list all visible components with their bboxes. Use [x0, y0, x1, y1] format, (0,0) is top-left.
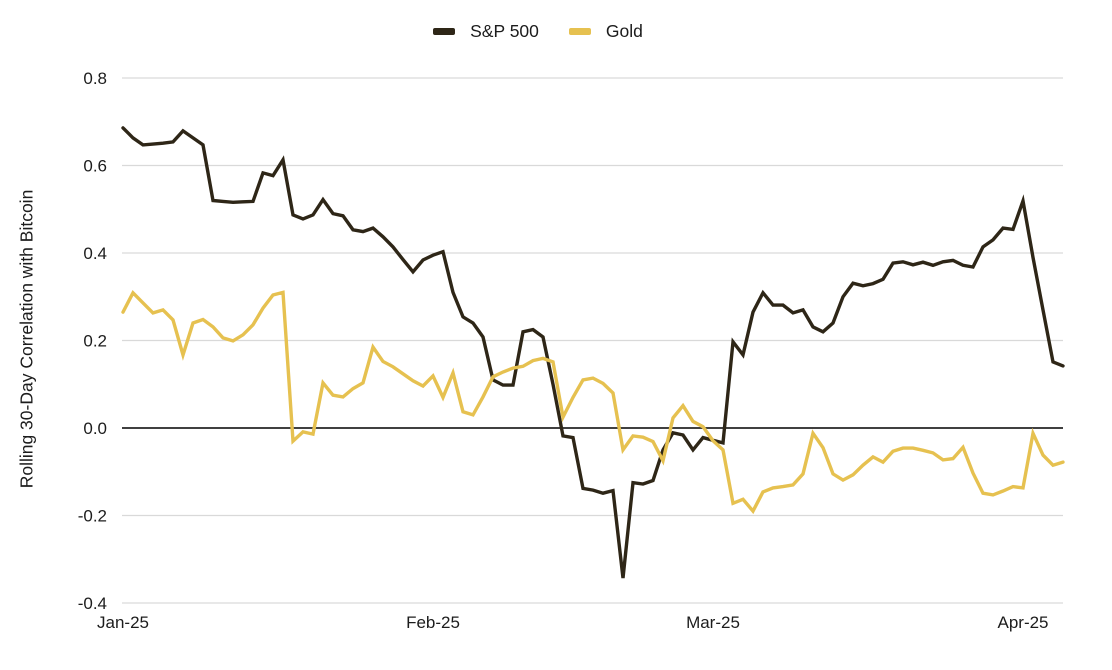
legend-label-sp500: S&P 500 [470, 21, 539, 41]
y-tick-label: -0.2 [78, 507, 107, 526]
x-tick-label: Mar-25 [686, 613, 740, 632]
legend-item-gold: Gold [568, 21, 643, 42]
x-tick-label: Feb-25 [406, 613, 460, 632]
chart-legend: S&P 500 Gold [0, 21, 1094, 42]
y-tick-label: 0.0 [83, 419, 107, 438]
y-tick-label: 0.8 [83, 69, 107, 88]
y-tick-label: 0.2 [83, 332, 107, 351]
legend-label-gold: Gold [605, 21, 643, 41]
x-tick-label: Apr-25 [997, 613, 1048, 632]
legend-item-sp500: S&P 500 [433, 21, 539, 42]
y-tick-label: 0.6 [83, 157, 107, 176]
gold-line [121, 289, 1065, 515]
x-tick-label: Jan-25 [97, 613, 149, 632]
sp500-line [121, 126, 1065, 579]
sp500-swatch [433, 28, 456, 35]
y-tick-label: 0.4 [83, 244, 107, 263]
gold-swatch [568, 28, 591, 35]
y-tick-label: -0.4 [78, 594, 107, 613]
